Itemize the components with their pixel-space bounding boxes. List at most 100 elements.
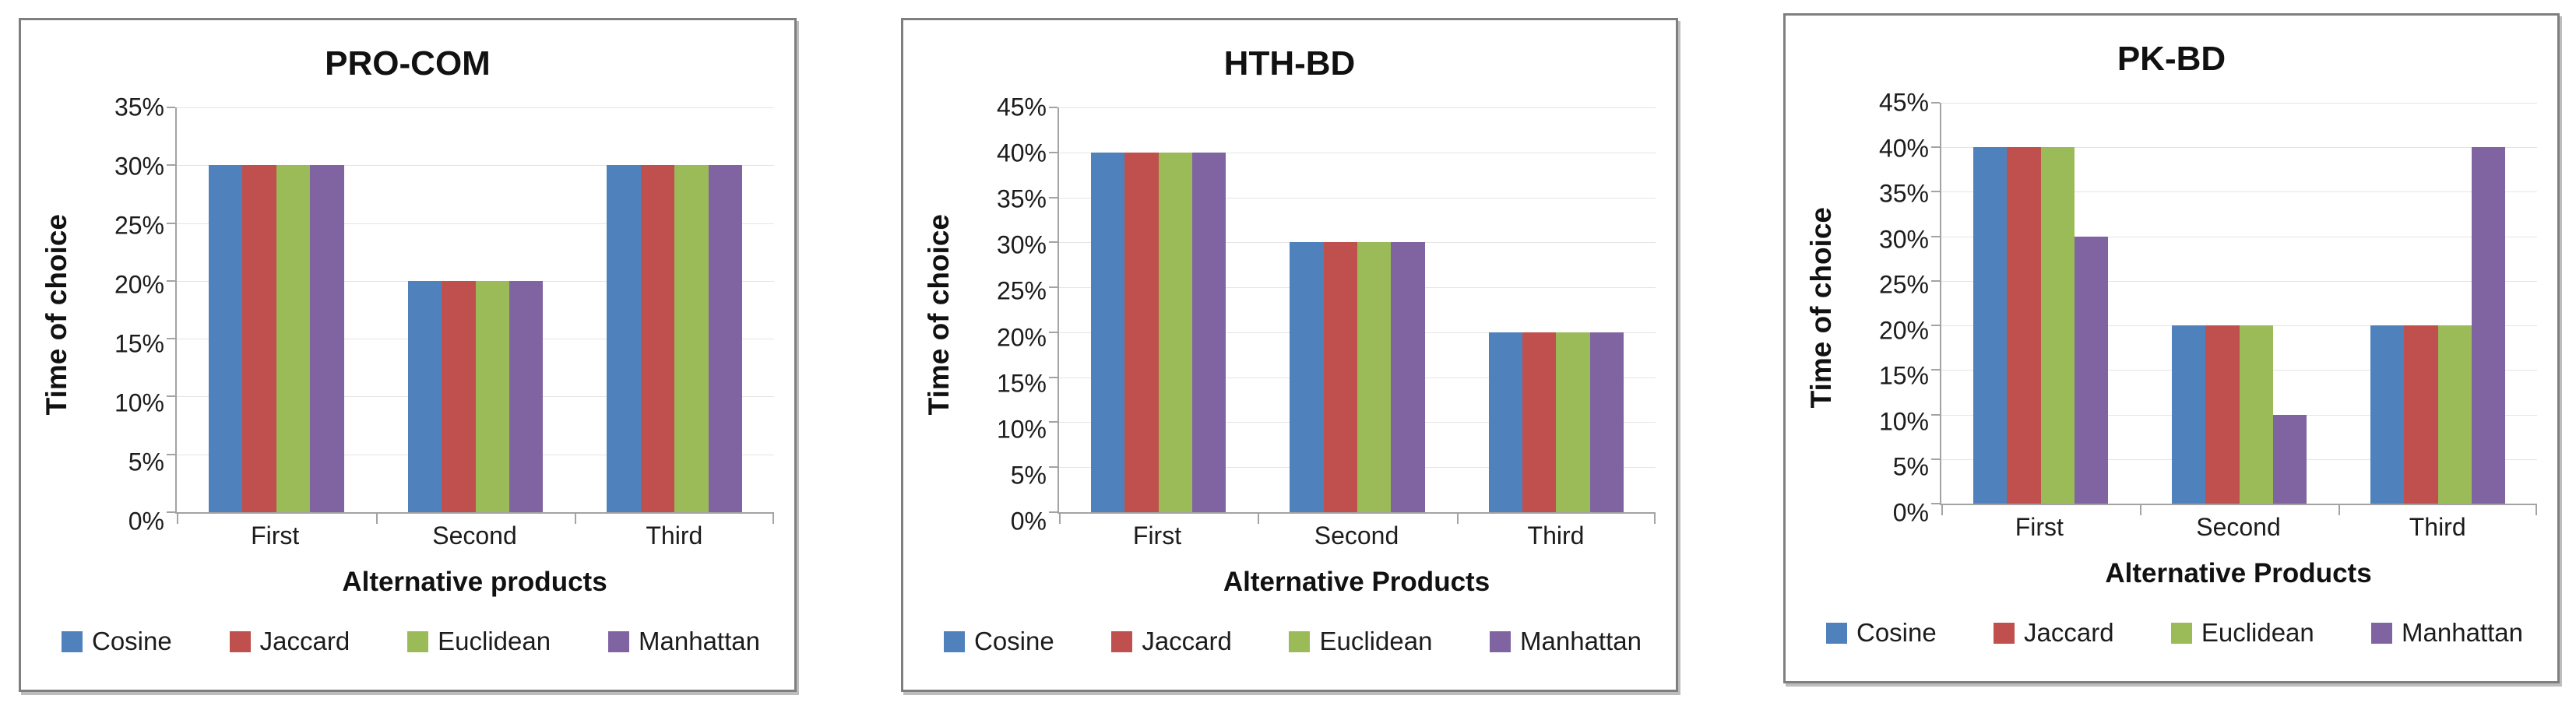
y-axis-labels-column: 0% 5% 10% 15% 20% 25% 30% 35% 40% 45% <box>964 93 1057 602</box>
bars-region <box>1941 103 2537 504</box>
y-tick-label: 10% <box>114 388 164 417</box>
legend-label: Jaccard <box>2024 618 2114 647</box>
y-axis-title: Time of choice <box>1805 207 1837 409</box>
legend-swatch-euclidean <box>407 630 429 652</box>
y-axis-tick <box>1931 503 1940 504</box>
legend-item-jaccard: Jaccard <box>1111 627 1232 656</box>
y-tick-label: 35% <box>1878 179 1929 208</box>
y-axis-tick <box>1931 369 1940 371</box>
bar-manhattan-third <box>2471 147 2506 504</box>
legend-label: Jaccard <box>1142 627 1232 655</box>
x-axis-labels: First Second Third <box>175 514 774 562</box>
x-axis-title: Alternative Products <box>1223 567 1490 597</box>
x-axis-tick <box>2140 505 2141 515</box>
legend-label: Euclidean <box>2201 618 2314 647</box>
bar-manhattan-third <box>708 165 743 512</box>
y-axis-title-column: Time of choice <box>914 107 964 602</box>
bar-manhattan-first <box>1192 152 1226 512</box>
y-axis-title-column: Time of choice <box>32 107 82 602</box>
bar-euclidean-second <box>2239 325 2273 504</box>
bar-group-first <box>1059 107 1258 512</box>
y-axis-tick <box>1049 151 1057 153</box>
legend: Cosine Jaccard Euclidean Manhattan <box>903 602 1676 690</box>
legend-swatch-manhattan <box>1490 630 1511 652</box>
y-tick-label: 20% <box>1878 316 1929 345</box>
y-axis-tick <box>1049 241 1057 244</box>
x-axis-labels: First Second Third <box>1940 505 2537 553</box>
plot-area <box>167 107 774 524</box>
y-tick-label: 40% <box>996 139 1047 167</box>
bar-euclidean-third <box>674 165 709 512</box>
x-tick-label-third: Third <box>646 522 703 550</box>
legend-item-manhattan: Manhattan <box>608 627 760 656</box>
legend-swatch-manhattan <box>2371 622 2393 644</box>
bar-cosine-third <box>607 165 641 512</box>
x-axis-tick <box>375 514 378 524</box>
legend-swatch-cosine <box>944 630 965 652</box>
legend-swatch-jaccard <box>229 630 251 652</box>
bar-cosine-second <box>2171 325 2206 504</box>
x-tick-label-first: First <box>251 522 300 550</box>
gridline <box>1941 191 2537 193</box>
y-axis-tick <box>1049 376 1057 378</box>
x-axis-tick <box>177 514 178 524</box>
x-axis-tick <box>1258 514 1260 524</box>
y-axis-tick <box>167 164 175 167</box>
y-axis-tick <box>1931 279 1940 282</box>
x-axis-tick <box>2338 505 2340 515</box>
legend-label: Manhattan <box>1520 627 1642 655</box>
bar-group-third <box>2338 103 2537 504</box>
y-axis-tick <box>1931 413 1940 416</box>
y-axis-tick <box>167 395 175 398</box>
bar-euclidean-first <box>1158 152 1193 512</box>
y-axis-tick <box>1931 191 1940 193</box>
bar-euclidean-first <box>276 165 311 512</box>
y-axis-tick <box>1049 421 1057 423</box>
legend-item-jaccard: Jaccard <box>1994 618 2114 648</box>
plot-column: First Second Third Alternative products <box>167 107 774 602</box>
bar-manhattan-second <box>1391 242 1425 512</box>
bar-cosine-first <box>1972 147 2008 504</box>
bar-cosine-first <box>1090 152 1125 512</box>
x-axis-title: Alternative Products <box>2105 558 2372 588</box>
y-axis-tick <box>1931 458 1940 460</box>
y-axis-tick <box>1931 146 1940 149</box>
x-tick-label-second: Second <box>432 522 517 550</box>
bar-group-third <box>1457 107 1656 512</box>
bar-manhattan-first <box>2074 236 2109 504</box>
y-axis-tick <box>167 222 175 224</box>
bar-jaccard-second <box>1323 242 1357 512</box>
chart-panel-pk-bd: PK-BD Time of choice 0% 5% 10% 15% 20% 25% 30%… <box>1783 13 2560 683</box>
legend-item-cosine: Cosine <box>1826 618 1937 648</box>
y-axis-title: Time of choice <box>923 213 955 416</box>
legend-label: Manhattan <box>2402 618 2523 647</box>
y-axis-tick <box>1931 325 1940 327</box>
y-tick-label: 45% <box>996 93 1047 121</box>
bar-jaccard-second <box>442 280 476 512</box>
y-tick-label: 30% <box>114 152 164 181</box>
legend-item-euclidean: Euclidean <box>2170 618 2314 648</box>
gridline <box>177 107 774 108</box>
y-axis-title: Time of choice <box>40 213 72 416</box>
x-axis-tick <box>2536 505 2537 515</box>
legend-swatch-cosine <box>62 630 83 652</box>
y-axis-tick <box>167 107 175 108</box>
y-tick-label: 0% <box>128 507 164 536</box>
y-axis-tick <box>1049 286 1057 289</box>
x-axis-tick <box>1654 514 1656 524</box>
chart-panel-pro-com: PRO-COM Time of choice 0% 5% 10% 15% 20% 25% 3… <box>19 18 797 692</box>
legend-item-jaccard: Jaccard <box>229 627 350 656</box>
y-axis-tick <box>1049 466 1057 469</box>
bar-cosine-third <box>1488 332 1522 512</box>
y-tick-label: 15% <box>996 369 1047 398</box>
bar-jaccard-second <box>2205 325 2240 504</box>
bar-jaccard-third <box>2404 325 2438 504</box>
gridline <box>177 223 774 224</box>
bar-euclidean-third <box>1556 332 1590 512</box>
bar-group-second <box>1258 107 1456 512</box>
chart-main: Time of choice 0% 5% 10% 15% 20% 25% 30% 35% Fi… <box>21 93 794 602</box>
y-axis-tick <box>167 453 175 455</box>
chart-panel-hth-bd: HTH-BD Time of choice 0% 5% 10% 15% 20% 25% 30… <box>901 18 1678 692</box>
plot-area <box>1049 107 1656 524</box>
